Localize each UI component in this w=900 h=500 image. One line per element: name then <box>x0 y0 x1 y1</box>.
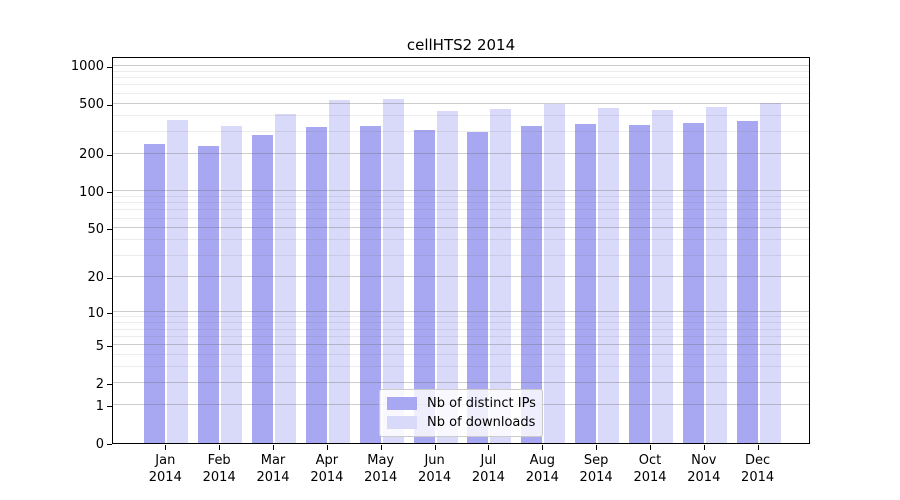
bar-downloads-dec <box>759 102 781 443</box>
bar-downloads-may <box>382 99 404 443</box>
y-tick-label: 500 <box>79 97 104 113</box>
bar-downloads-aug <box>544 104 566 443</box>
x-tick <box>650 445 651 450</box>
y-tick-label: 100 <box>79 184 104 200</box>
x-tick <box>219 445 221 450</box>
x-tick-label: Dec 2014 <box>741 453 775 485</box>
bar-downloads-oct <box>652 109 673 443</box>
legend-swatch-distinct-ips <box>387 397 417 410</box>
x-tick <box>488 445 490 450</box>
legend-label-downloads: Nb of downloads <box>427 414 536 430</box>
x-tick <box>542 445 544 450</box>
plot-area <box>112 57 810 444</box>
x-tick <box>757 445 759 450</box>
y-tick-label: 0 <box>95 436 104 452</box>
x-tick-label: Nov 2014 <box>687 453 721 485</box>
y-tick-label: 10 <box>87 305 104 321</box>
x-tick <box>434 445 436 450</box>
bar-ips-nov <box>682 123 704 443</box>
x-tick-label: Jun 2014 <box>418 453 452 485</box>
legend-swatch-downloads <box>387 416 417 429</box>
x-tick-label: Oct 2014 <box>633 453 667 485</box>
x-tick-label: Feb 2014 <box>202 453 236 485</box>
y-tick-label: 1000 <box>70 59 104 75</box>
y-tick <box>107 277 112 279</box>
x-tick-label: Jan 2014 <box>148 453 182 485</box>
bar-downloads-mar <box>275 113 296 443</box>
bar-ips-feb <box>198 146 220 443</box>
x-tick-label: Mar 2014 <box>256 453 290 485</box>
y-tick <box>107 154 112 156</box>
x-tick-label: Sep 2014 <box>579 453 613 485</box>
y-tick <box>107 444 112 445</box>
chart-title: cellHTS2 2014 <box>406 36 516 54</box>
y-tick-label: 1 <box>95 398 104 414</box>
legend-label-distinct-ips: Nb of distinct IPs <box>427 395 536 411</box>
y-tick <box>107 66 112 68</box>
bar-ips-may <box>359 126 381 443</box>
bar-ips-apr <box>305 127 327 443</box>
y-tick-label: 2 <box>95 376 104 392</box>
y-tick-label: 5 <box>95 338 104 354</box>
x-tick <box>326 445 328 450</box>
bar-ips-jan <box>144 143 166 443</box>
y-tick <box>107 346 112 348</box>
y-tick <box>107 192 112 194</box>
y-tick-label: 50 <box>87 221 104 237</box>
y-tick <box>107 104 112 106</box>
bar-ips-jul <box>467 131 489 443</box>
y-tick-label: 20 <box>87 270 104 286</box>
bar-ips-aug <box>521 126 543 443</box>
bar-downloads-jul <box>490 108 512 443</box>
x-tick-label: May 2014 <box>364 453 398 485</box>
bar-downloads-jan <box>167 120 189 443</box>
x-tick <box>273 445 274 450</box>
bar-downloads-feb <box>221 125 243 443</box>
bars-layer <box>113 58 809 443</box>
y-tick <box>107 384 112 385</box>
y-tick <box>107 229 112 231</box>
x-tick <box>165 445 167 450</box>
bar-downloads-nov <box>705 106 727 443</box>
x-tick <box>380 445 382 450</box>
bar-downloads-apr <box>328 100 350 443</box>
y-tick <box>107 313 112 315</box>
x-tick-label: Aug 2014 <box>525 453 559 485</box>
x-tick-label: Apr 2014 <box>310 453 344 485</box>
bar-ips-oct <box>629 124 650 443</box>
legend: Nb of distinct IPs Nb of downloads <box>379 389 543 437</box>
bar-ips-sep <box>575 123 597 443</box>
bar-downloads-sep <box>598 108 620 443</box>
bar-ips-mar <box>252 135 273 443</box>
legend-item-distinct-ips: Nb of distinct IPs <box>387 395 542 411</box>
x-tick <box>596 445 598 450</box>
x-tick <box>703 445 705 450</box>
bar-downloads-jun <box>436 110 458 443</box>
legend-item-downloads: Nb of downloads <box>387 414 542 430</box>
x-tick-label: Jul 2014 <box>471 453 505 485</box>
y-tick-label: 200 <box>79 147 104 163</box>
bar-ips-jun <box>413 129 435 443</box>
bar-ips-dec <box>736 120 758 443</box>
y-tick <box>107 406 112 408</box>
